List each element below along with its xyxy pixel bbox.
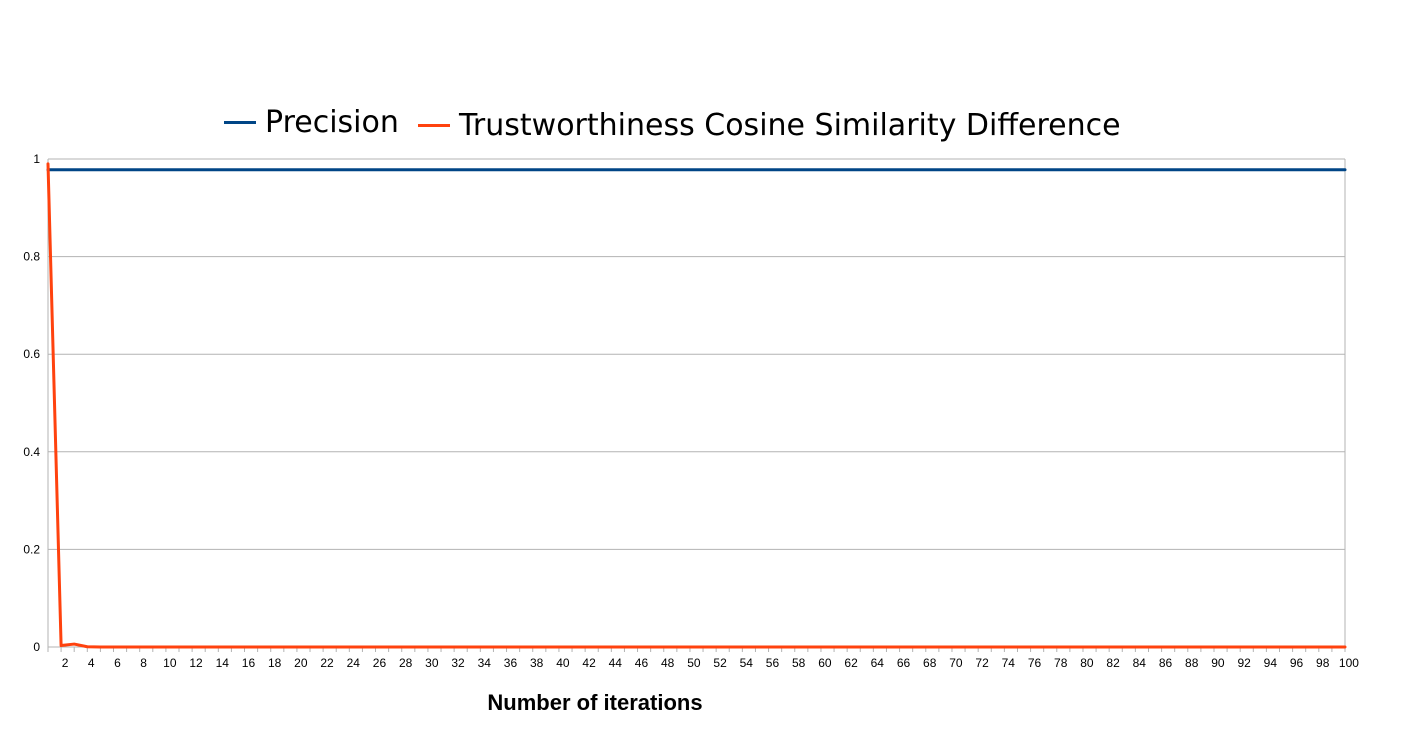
x-tick-label: 52	[713, 656, 727, 670]
x-tick-label: 60	[818, 656, 832, 670]
x-tick-label: 54	[740, 656, 754, 670]
x-tick-label: 34	[478, 656, 492, 670]
y-tick-label: 0.4	[23, 445, 40, 459]
x-tick-label: 22	[320, 656, 334, 670]
x-tick-label: 46	[635, 656, 649, 670]
x-tick-label: 70	[949, 656, 963, 670]
x-tick-label: 38	[530, 656, 544, 670]
y-tick-label: 0.8	[23, 250, 40, 264]
x-tick-label: 84	[1133, 656, 1147, 670]
y-tick-label: 1	[33, 152, 40, 166]
x-tick-label: 82	[1106, 656, 1120, 670]
x-tick-label: 76	[1028, 656, 1042, 670]
x-tick-label: 4	[88, 656, 95, 670]
x-tick-label: 8	[140, 656, 147, 670]
x-tick-label: 80	[1080, 656, 1094, 670]
x-tick-label: 12	[189, 656, 203, 670]
x-tick-label: 94	[1264, 656, 1278, 670]
legend-swatch-trustworthiness	[418, 124, 450, 127]
x-tick-label: 58	[792, 656, 806, 670]
x-tick-label: 40	[556, 656, 570, 670]
x-tick-label: 30	[425, 656, 439, 670]
x-tick-label: 62	[844, 656, 858, 670]
x-tick-label: 64	[871, 656, 885, 670]
x-tick-label: 96	[1290, 656, 1304, 670]
x-tick-label: 78	[1054, 656, 1068, 670]
x-tick-label: 26	[373, 656, 387, 670]
x-tick-label: 72	[975, 656, 989, 670]
y-tick-label: 0	[33, 640, 40, 654]
x-tick-label: 2	[62, 656, 69, 670]
legend-item-precision: Precision	[224, 105, 399, 140]
x-tick-label: 14	[216, 656, 230, 670]
x-tick-label: 10	[163, 656, 177, 670]
y-tick-label: 0.6	[23, 347, 40, 361]
x-tick-label: 50	[687, 656, 701, 670]
x-tick-label: 28	[399, 656, 413, 670]
series-line-trustworthiness	[46, 162, 1347, 649]
x-tick-label: 36	[504, 656, 518, 670]
x-tick-label: 32	[451, 656, 465, 670]
x-tick-label: 88	[1185, 656, 1199, 670]
x-tick-label: 6	[114, 656, 121, 670]
x-tick-label: 98	[1316, 656, 1330, 670]
x-tick-label: 86	[1159, 656, 1173, 670]
legend: Precision Trustworthiness Cosine Similar…	[0, 100, 1414, 150]
legend-item-trustworthiness: Trustworthiness Cosine Similarity Differ…	[418, 108, 1121, 143]
x-axis-label: Number of iterations	[487, 690, 703, 715]
x-tick-label: 68	[923, 656, 937, 670]
y-tick-label: 0.2	[23, 542, 40, 556]
x-tick-label: 24	[347, 656, 361, 670]
x-tick-label: 20	[294, 656, 308, 670]
x-tick-label: 90	[1211, 656, 1225, 670]
legend-label-precision: Precision	[265, 105, 399, 140]
x-tick-label: 18	[268, 656, 282, 670]
x-tick-label: 56	[766, 656, 780, 670]
x-tick-label: 16	[242, 656, 256, 670]
x-tick-label: 48	[661, 656, 675, 670]
x-tick-label: 100	[1339, 656, 1359, 670]
x-tick-label: 42	[582, 656, 596, 670]
legend-label-trustworthiness: Trustworthiness Cosine Similarity Differ…	[459, 108, 1121, 143]
legend-swatch-precision	[224, 121, 256, 124]
x-tick-label: 66	[897, 656, 911, 670]
x-tick-label: 74	[1002, 656, 1016, 670]
x-tick-label: 44	[609, 656, 623, 670]
x-tick-label: 92	[1237, 656, 1251, 670]
